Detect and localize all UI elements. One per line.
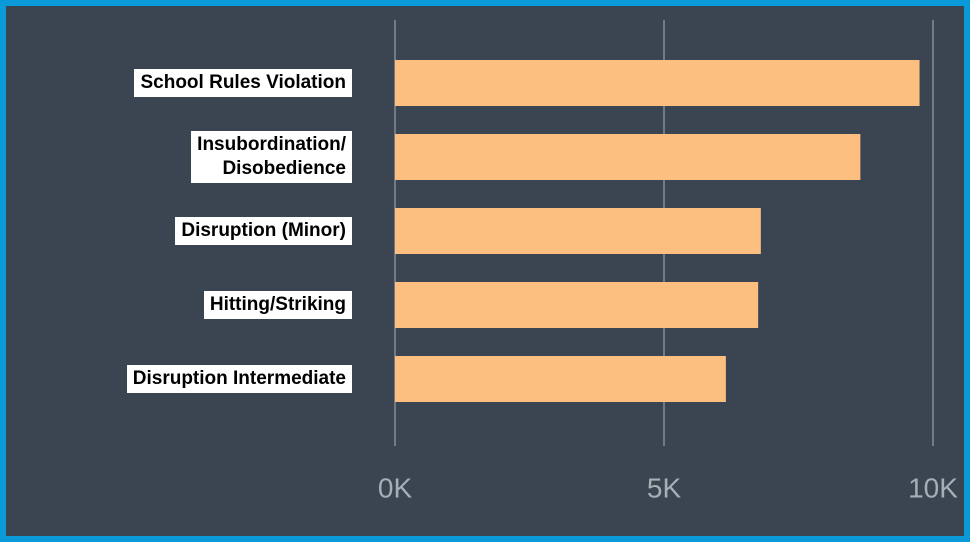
y-tick-label: School Rules Violation (134, 69, 352, 97)
y-tick-label: Insubordination/ Disobedience (191, 131, 352, 183)
y-tick-label: Disruption Intermediate (126, 365, 352, 393)
bar (395, 282, 759, 328)
bar (395, 60, 920, 106)
y-tick-label: Hitting/Striking (203, 291, 352, 319)
x-tick-label: 5K (647, 472, 682, 503)
bar (395, 208, 761, 254)
bar (395, 356, 726, 402)
bar (395, 134, 861, 180)
x-tick-label: 0K (378, 472, 413, 503)
chart: 0K 5K 10K (378, 20, 958, 503)
x-tick-label: 10K (908, 472, 958, 503)
y-tick-label: Disruption (Minor) (175, 217, 352, 245)
